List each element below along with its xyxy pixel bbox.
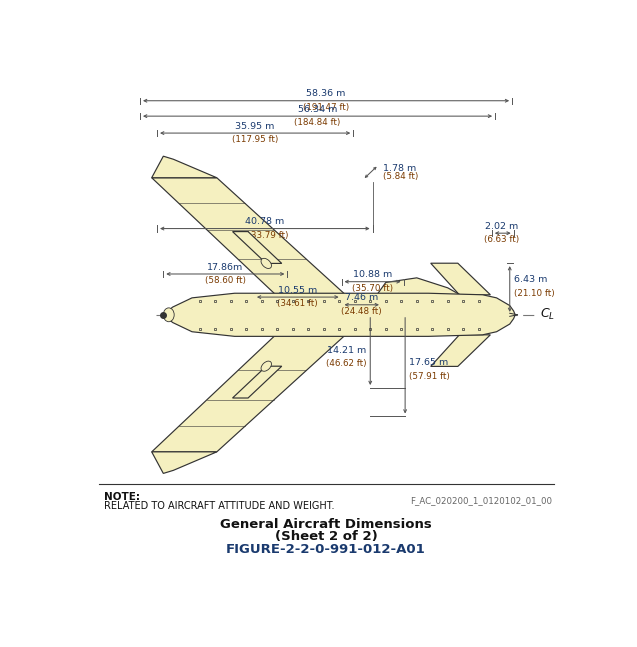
Ellipse shape [261, 258, 271, 269]
Ellipse shape [261, 361, 271, 371]
Text: 35.95 m: 35.95 m [236, 122, 275, 131]
Text: (191.47 ft): (191.47 ft) [303, 103, 349, 112]
Text: (184.84 ft): (184.84 ft) [294, 118, 341, 127]
Text: (133.79 ft): (133.79 ft) [241, 231, 288, 240]
Text: 1.78 m: 1.78 m [383, 164, 417, 173]
Text: NOTE:: NOTE: [104, 492, 140, 502]
Text: (34.61 ft): (34.61 ft) [277, 300, 318, 309]
Text: 6.43 m: 6.43 m [513, 275, 547, 284]
Text: $\mathit{C}_L$: $\mathit{C}_L$ [540, 307, 555, 322]
Text: 17.86m: 17.86m [207, 263, 243, 272]
Text: 2.02 m: 2.02 m [485, 222, 519, 231]
Polygon shape [152, 156, 217, 178]
Text: (117.95 ft): (117.95 ft) [232, 135, 278, 144]
Text: FIGURE-2-2-0-991-012-A01: FIGURE-2-2-0-991-012-A01 [226, 543, 426, 556]
Text: (57.91 ft): (57.91 ft) [409, 372, 450, 381]
Polygon shape [152, 336, 345, 452]
Polygon shape [233, 366, 282, 398]
Text: 58.36 m: 58.36 m [306, 89, 346, 98]
Text: (21.10 ft): (21.10 ft) [513, 289, 554, 298]
Text: 7.46 m: 7.46 m [345, 294, 378, 303]
Polygon shape [431, 334, 490, 366]
Text: (35.70 ft): (35.70 ft) [352, 284, 393, 293]
Text: (46.62 ft): (46.62 ft) [326, 360, 366, 368]
Ellipse shape [163, 308, 174, 322]
Polygon shape [163, 293, 515, 336]
Text: RELATED TO AIRCRAFT ATTITUDE AND WEIGHT.: RELATED TO AIRCRAFT ATTITUDE AND WEIGHT. [104, 501, 335, 511]
Polygon shape [233, 232, 282, 263]
Text: 10.55 m: 10.55 m [278, 286, 317, 295]
Polygon shape [152, 178, 345, 294]
Text: (5.84 ft): (5.84 ft) [383, 171, 419, 181]
Polygon shape [152, 452, 217, 474]
Text: (Sheet 2 of 2): (Sheet 2 of 2) [275, 531, 378, 543]
Text: 40.78 m: 40.78 m [245, 217, 285, 226]
Text: General Aircraft Dimensions: General Aircraft Dimensions [220, 518, 432, 531]
Text: 17.65 m: 17.65 m [409, 358, 448, 367]
Text: 10.88 m: 10.88 m [353, 270, 392, 280]
Text: (24.48 ft): (24.48 ft) [341, 307, 382, 316]
Text: 56.34 m: 56.34 m [298, 105, 337, 114]
Text: 14.21 m: 14.21 m [327, 346, 366, 355]
Text: (6.63 ft): (6.63 ft) [484, 236, 520, 245]
Text: (58.60 ft): (58.60 ft) [205, 276, 246, 285]
Polygon shape [365, 278, 475, 312]
Text: F_AC_020200_1_0120102_01_00: F_AC_020200_1_0120102_01_00 [410, 496, 552, 505]
Polygon shape [431, 263, 490, 295]
